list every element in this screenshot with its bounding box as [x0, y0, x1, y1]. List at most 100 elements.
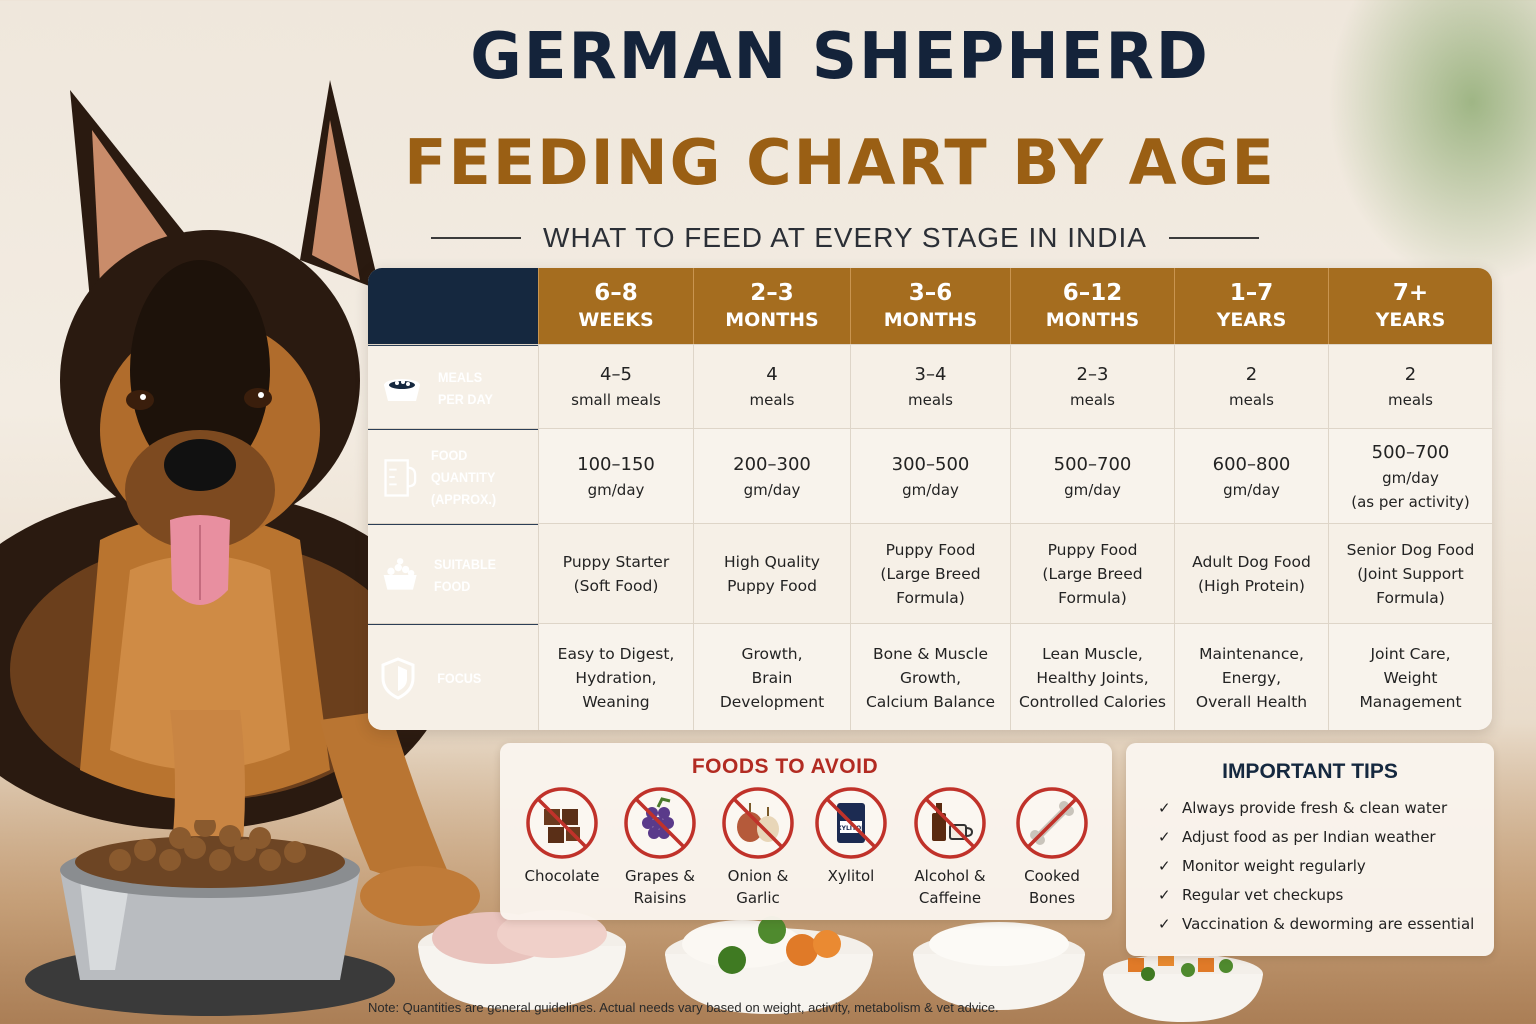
bone-icon — [1016, 787, 1088, 859]
row-label-suitable-food: SUITABLE FOOD — [368, 524, 538, 624]
table-cell: Maintenance, Energy, Overall Health — [1174, 624, 1328, 730]
table-row: FOCUS Easy to Digest, Hydration, Weaning G… — [368, 623, 1492, 730]
tip-item: ✓ Vaccination & deworming are essential — [1158, 915, 1475, 933]
tip-item: ✓ Monitor weight regularly — [1158, 857, 1366, 875]
row-label-text: FOCUS — [437, 670, 482, 686]
table-cell: High Quality Puppy Food — [693, 524, 850, 624]
avoid-label: Onion & Garlic — [727, 867, 789, 907]
age-column-header: 6–12 MONTHS — [1010, 268, 1174, 344]
plant-background — [1316, 0, 1536, 300]
table-cell: 2 meals — [1174, 345, 1328, 429]
age-unit: YEARS — [1375, 309, 1446, 331]
table-header-row: 6–8 WEEKS 2–3 MONTHS 3–6 MONTHS 6–12 MON… — [368, 268, 1492, 344]
table-cell: 200–300 gm/day — [693, 429, 850, 524]
avoid-label: Alcohol & Caffeine — [914, 867, 986, 907]
table-cell: 500–700 gm/day — [1010, 429, 1174, 524]
subtitle-row: WHAT TO FEED AT EVERY STAGE IN INDIA — [420, 218, 1270, 258]
title-line-2: FEEDING CHART BY AGE — [404, 126, 1276, 199]
table-cell: Bone & Muscle Growth, Calcium Balance — [850, 624, 1010, 730]
grapes-icon — [624, 787, 696, 859]
table-cell: 600–800 gm/day — [1174, 429, 1328, 524]
tip-item: ✓ Always provide fresh & clean water — [1158, 799, 1448, 817]
rice-bowl — [913, 922, 1085, 1010]
table-cell: Adult Dog Food (High Protein) — [1174, 524, 1328, 624]
important-tips-panel: IMPORTANT TIPS ✓ Always provide fresh & c… — [1126, 743, 1494, 956]
age-column-header: 7+ YEARS — [1328, 268, 1492, 344]
table-cell: 4 meals — [693, 345, 850, 429]
row-label-text: MEALS PER DAY — [438, 368, 493, 407]
check-icon: ✓ — [1158, 799, 1171, 817]
subtitle: WHAT TO FEED AT EVERY STAGE IN INDIA — [543, 222, 1147, 253]
avoid-label: Grapes & Raisins — [624, 867, 695, 907]
table-cell: Growth, Brain Development — [693, 624, 850, 730]
avoid-item: Alcohol & Caffeine — [900, 785, 1000, 909]
age-unit: MONTHS — [1045, 309, 1140, 331]
row-label-text: SUITABLE FOOD — [434, 555, 497, 594]
table-cell: Joint Care, Weight Management — [1328, 624, 1492, 730]
avoid-item: XYLITOL Xylitol — [801, 785, 901, 887]
age-range: 2–3 — [750, 280, 794, 306]
age-unit: MONTHS — [725, 309, 819, 331]
divider-left — [431, 237, 522, 239]
avoid-item: Cooked Bones — [1002, 785, 1102, 909]
xylitol-icon: XYLITOL — [815, 787, 887, 859]
avoid-label: Chocolate — [524, 867, 600, 885]
table-row: MEALS PER DAY 4–5 small meals 4 meals 3–4 m… — [368, 344, 1492, 429]
row-label-meals: MEALS PER DAY — [368, 345, 538, 429]
row-label-focus: FOCUS — [368, 624, 538, 730]
avoid-item: Onion & Garlic — [708, 785, 808, 909]
measuring-cup-icon — [384, 459, 417, 497]
avoid-item: Chocolate — [512, 785, 612, 887]
table-cell: 300–500 gm/day — [850, 429, 1010, 524]
foods-to-avoid-title: FOODS TO AVOID — [691, 755, 879, 778]
age-column-header: 2–3 MONTHS — [693, 268, 850, 344]
avoid-label: Xylitol — [827, 867, 875, 885]
age-range: 6–8 — [594, 280, 638, 306]
age-unit: WEEKS — [578, 309, 654, 331]
rice-vegetable-bowl — [665, 916, 873, 1014]
title-line-1: GERMAN SHEPHERD — [470, 20, 1210, 94]
divider-right — [1168, 237, 1259, 239]
avoid-item: Grapes & Raisins — [610, 785, 710, 909]
feeding-table: 6–8 WEEKS 2–3 MONTHS 3–6 MONTHS 6–12 MON… — [368, 268, 1492, 730]
table-corner — [368, 268, 538, 344]
table-cell: Senior Dog Food (Joint Support Formula) — [1328, 524, 1492, 624]
table-cell: 2–3 meals — [1010, 345, 1174, 429]
table-cell: Puppy Starter (Soft Food) — [538, 524, 693, 624]
age-column-header: 3–6 MONTHS — [850, 268, 1010, 344]
table-cell: Lean Muscle, Healthy Joints, Controlled Ca… — [1010, 624, 1174, 730]
kibble-bowl-icon — [383, 557, 417, 590]
disclaimer-note: Note: Quantities are general guidelines.… — [368, 1000, 999, 1015]
age-range: 3–6 — [908, 280, 953, 306]
age-range: 1–7 — [1229, 280, 1274, 306]
shield-icon — [381, 657, 415, 700]
check-icon: ✓ — [1158, 886, 1171, 904]
onion-garlic-icon — [722, 787, 794, 859]
food-bowl-icon — [384, 378, 420, 401]
age-range: 6–12 — [1062, 280, 1123, 306]
table-row: SUITABLE FOOD Puppy Starter (Soft Food) H… — [368, 523, 1492, 624]
table-cell: Puppy Food (Large Breed Formula) — [850, 524, 1010, 624]
avoid-label: Cooked Bones — [1024, 867, 1080, 907]
important-tips-title: IMPORTANT TIPS — [1222, 760, 1398, 783]
table-cell: 500–700 gm/day (as per activity) — [1328, 429, 1492, 524]
tip-item: ✓ Regular vet checkups — [1158, 886, 1344, 904]
check-icon: ✓ — [1158, 857, 1171, 875]
alcohol-caffeine-icon — [914, 787, 986, 859]
table-cell: Easy to Digest, Hydration, Weaning — [538, 624, 693, 730]
age-column-header: 6–8 WEEKS — [538, 268, 693, 344]
dog-food-bowl — [25, 820, 395, 1016]
age-unit: MONTHS — [883, 309, 978, 331]
foods-to-avoid-panel: FOODS TO AVOID Chocolate Grapes & Raisins — [500, 743, 1112, 920]
chicken-bowl — [418, 910, 626, 1010]
age-unit: YEARS — [1216, 309, 1287, 331]
xylitol-package-text: XYLITOL — [837, 825, 865, 832]
tip-item: ✓ Adjust food as per Indian weather — [1158, 828, 1436, 846]
table-cell: 2 meals — [1328, 345, 1492, 429]
table-cell: 100–150 gm/day — [538, 429, 693, 524]
row-label-quantity: FOOD QUANTITY (APPROX.) — [368, 429, 538, 524]
check-icon: ✓ — [1158, 915, 1171, 933]
carrot-peas-bowl — [1103, 952, 1263, 1022]
row-label-text: FOOD QUANTITY (APPROX.) — [430, 447, 497, 507]
table-row: FOOD QUANTITY (APPROX.) 100–150 gm/day 20… — [368, 428, 1492, 524]
